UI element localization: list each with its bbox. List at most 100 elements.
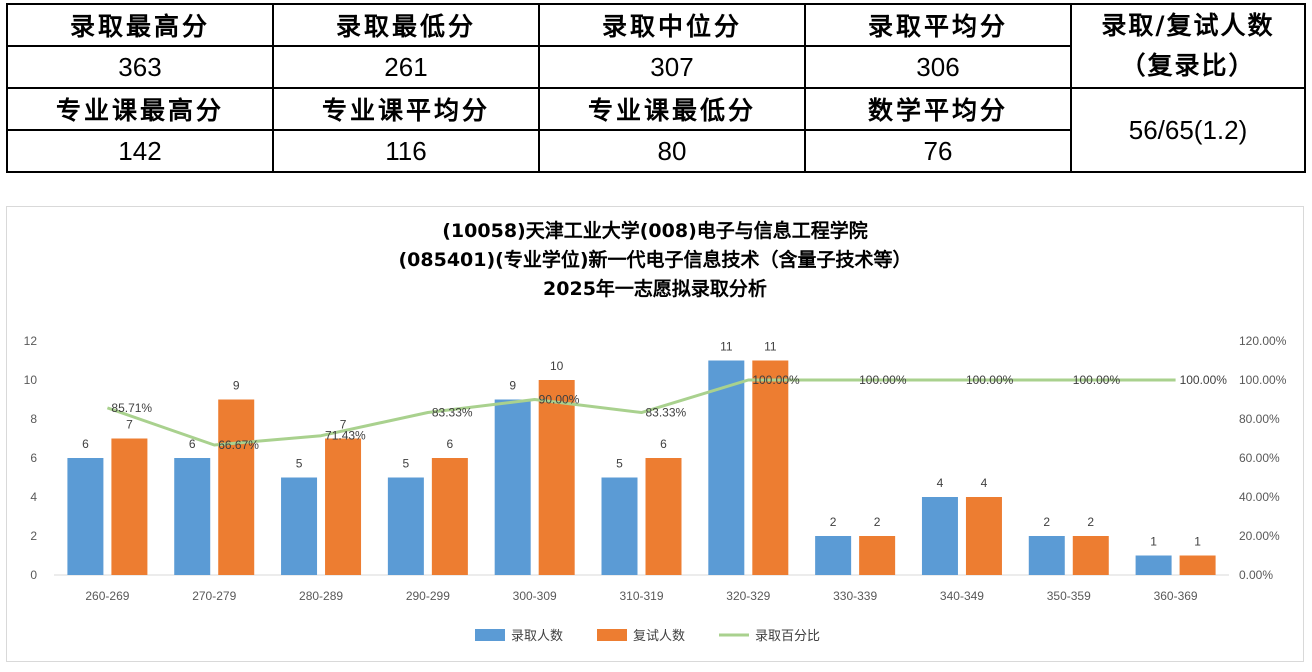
bar-data-label: 7 [340,418,347,432]
left-axis-tick: 8 [30,412,37,426]
admission-chart: (10058)天津工业大学(008)电子与信息工程学院 (085401)(专业学位… [6,206,1304,662]
bar-retest [111,438,148,575]
value-major-max-score: 142 [6,129,274,173]
x-axis-tick: 300-309 [513,589,557,603]
bar-data-label: 5 [403,457,410,471]
bar-admitted [601,477,638,575]
bar-admitted [174,458,211,575]
bar-retest [645,458,682,575]
bar-data-label: 5 [296,457,303,471]
bar-retest [859,536,896,575]
header-max-score: 录取最高分 [6,3,274,47]
right-axis-tick: 80.00% [1239,412,1280,426]
x-axis-tick: 320-329 [726,589,770,603]
x-axis-tick: 350-359 [1047,589,1091,603]
bar-data-label: 6 [82,437,89,451]
line-data-label: 90.00% [539,393,580,407]
legend-label: 复试人数 [633,629,685,644]
bar-data-label: 11 [764,340,777,354]
bar-data-label: 2 [1087,515,1094,529]
value-avg-score: 306 [804,45,1072,89]
line-series: 85.71% 66.67% 71.43% 83.33% 90.00% 83.33% 100.… [106,373,1227,452]
legend-label: 录取人数 [511,629,563,644]
bar-retest [1072,536,1109,575]
right-axis-tick: 20.00% [1239,529,1280,543]
bar-data-label: 2 [874,515,881,529]
legend: 录取人数 复试人数 录取百分比 [475,629,820,644]
left-axis-tick: 0 [30,568,37,582]
right-axis-tick: 120.00% [1239,334,1287,348]
header-major-avg-score: 专业课平均分 [272,87,540,131]
bar-admitted [281,477,318,575]
chart-title-line: (10058)天津工业大学(008)电子与信息工程学院 [442,219,868,242]
bar-data-label: 4 [981,476,988,490]
value-math-avg-score: 76 [804,129,1072,173]
bar-data-label: 6 [660,437,667,451]
bar-retest [965,497,1002,575]
bar-retest [1179,555,1216,575]
bar-admitted [1028,536,1065,575]
header-avg-score: 录取平均分 [804,3,1072,47]
x-axis-tick: 270-279 [192,589,236,603]
header-math-avg-score: 数学平均分 [804,87,1072,131]
bar-data-label: 6 [189,437,196,451]
x-axis-tick: 310-319 [619,589,663,603]
left-axis-tick: 6 [30,451,37,465]
bar-data-label: 11 [720,340,733,354]
line-data-label: 85.71% [111,401,152,415]
bar-retest [538,380,575,575]
right-axis-tick: 60.00% [1239,451,1280,465]
value-ratio: 56/65(1.2) [1070,87,1306,173]
x-axis-ticks: 260-269 270-279 280-289 290-299 300-309 310-3… [85,589,1198,603]
bar-data-label: 1 [1150,535,1157,549]
legend-swatch [597,629,627,641]
bar-admitted [708,360,745,575]
bar-retest [431,458,468,575]
chart-title-line: (085401)(专业学位)新一代电子信息技术（含量子技术等） [398,248,911,271]
header-major-max-score: 专业课最高分 [6,87,274,131]
bar-data-label: 10 [550,359,564,373]
bar-retest [218,399,255,575]
x-axis-tick: 340-349 [940,589,984,603]
bar-admitted [815,536,852,575]
bar-data-label: 2 [830,515,837,529]
legend-label: 录取百分比 [755,629,820,644]
bar-data-label: 7 [126,418,133,432]
bar-data-label: 4 [937,476,944,490]
bar-data-label: 5 [616,457,623,471]
bar-data-label: 9 [233,379,240,393]
value-major-min-score: 80 [538,129,806,173]
left-axis-tick: 2 [30,529,37,543]
ratio-header-line1: 录取/复试人数 [1101,11,1275,40]
bar-data-label: 6 [447,437,454,451]
admission-stats-table: 录取最高分 录取最低分 录取中位分 录取平均分 录取/复试人数 （复录比） 36… [6,3,1306,173]
header-major-min-score: 专业课最低分 [538,87,806,131]
bar-admitted [387,477,424,575]
bar-admitted [921,497,958,575]
bar-retest [325,438,362,575]
legend-swatch [475,629,505,641]
value-major-avg-score: 116 [272,129,540,173]
line-data-label: 71.43% [325,429,366,443]
x-axis-tick: 360-369 [1154,589,1198,603]
right-axis-tick: 100.00% [1239,373,1287,387]
line-data-label: 83.33% [432,406,473,420]
bar-data-label: 2 [1043,515,1050,529]
bar-admitted [494,399,531,575]
right-axis: 0.00% 20.00% 40.00% 60.00% 80.00% 100.00% 120.… [1239,334,1287,582]
left-axis: 0 2 4 6 8 10 12 [24,334,38,582]
left-axis-tick: 12 [24,334,38,348]
chart-title-line: 2025年一志愿拟录取分析 [543,277,767,300]
left-axis-tick: 4 [30,490,37,504]
bar-admitted [67,458,104,575]
value-min-score: 261 [272,45,540,89]
x-axis-tick: 260-269 [85,589,129,603]
right-axis-tick: 40.00% [1239,490,1280,504]
bar-data-label: 1 [1194,535,1201,549]
header-min-score: 录取最低分 [272,3,540,47]
value-max-score: 363 [6,45,274,89]
bar-admitted [1135,555,1172,575]
chart-svg: (10058)天津工业大学(008)电子与信息工程学院 (085401)(专业学位… [24,219,1287,644]
line-data-label: 100.00% [752,373,800,387]
